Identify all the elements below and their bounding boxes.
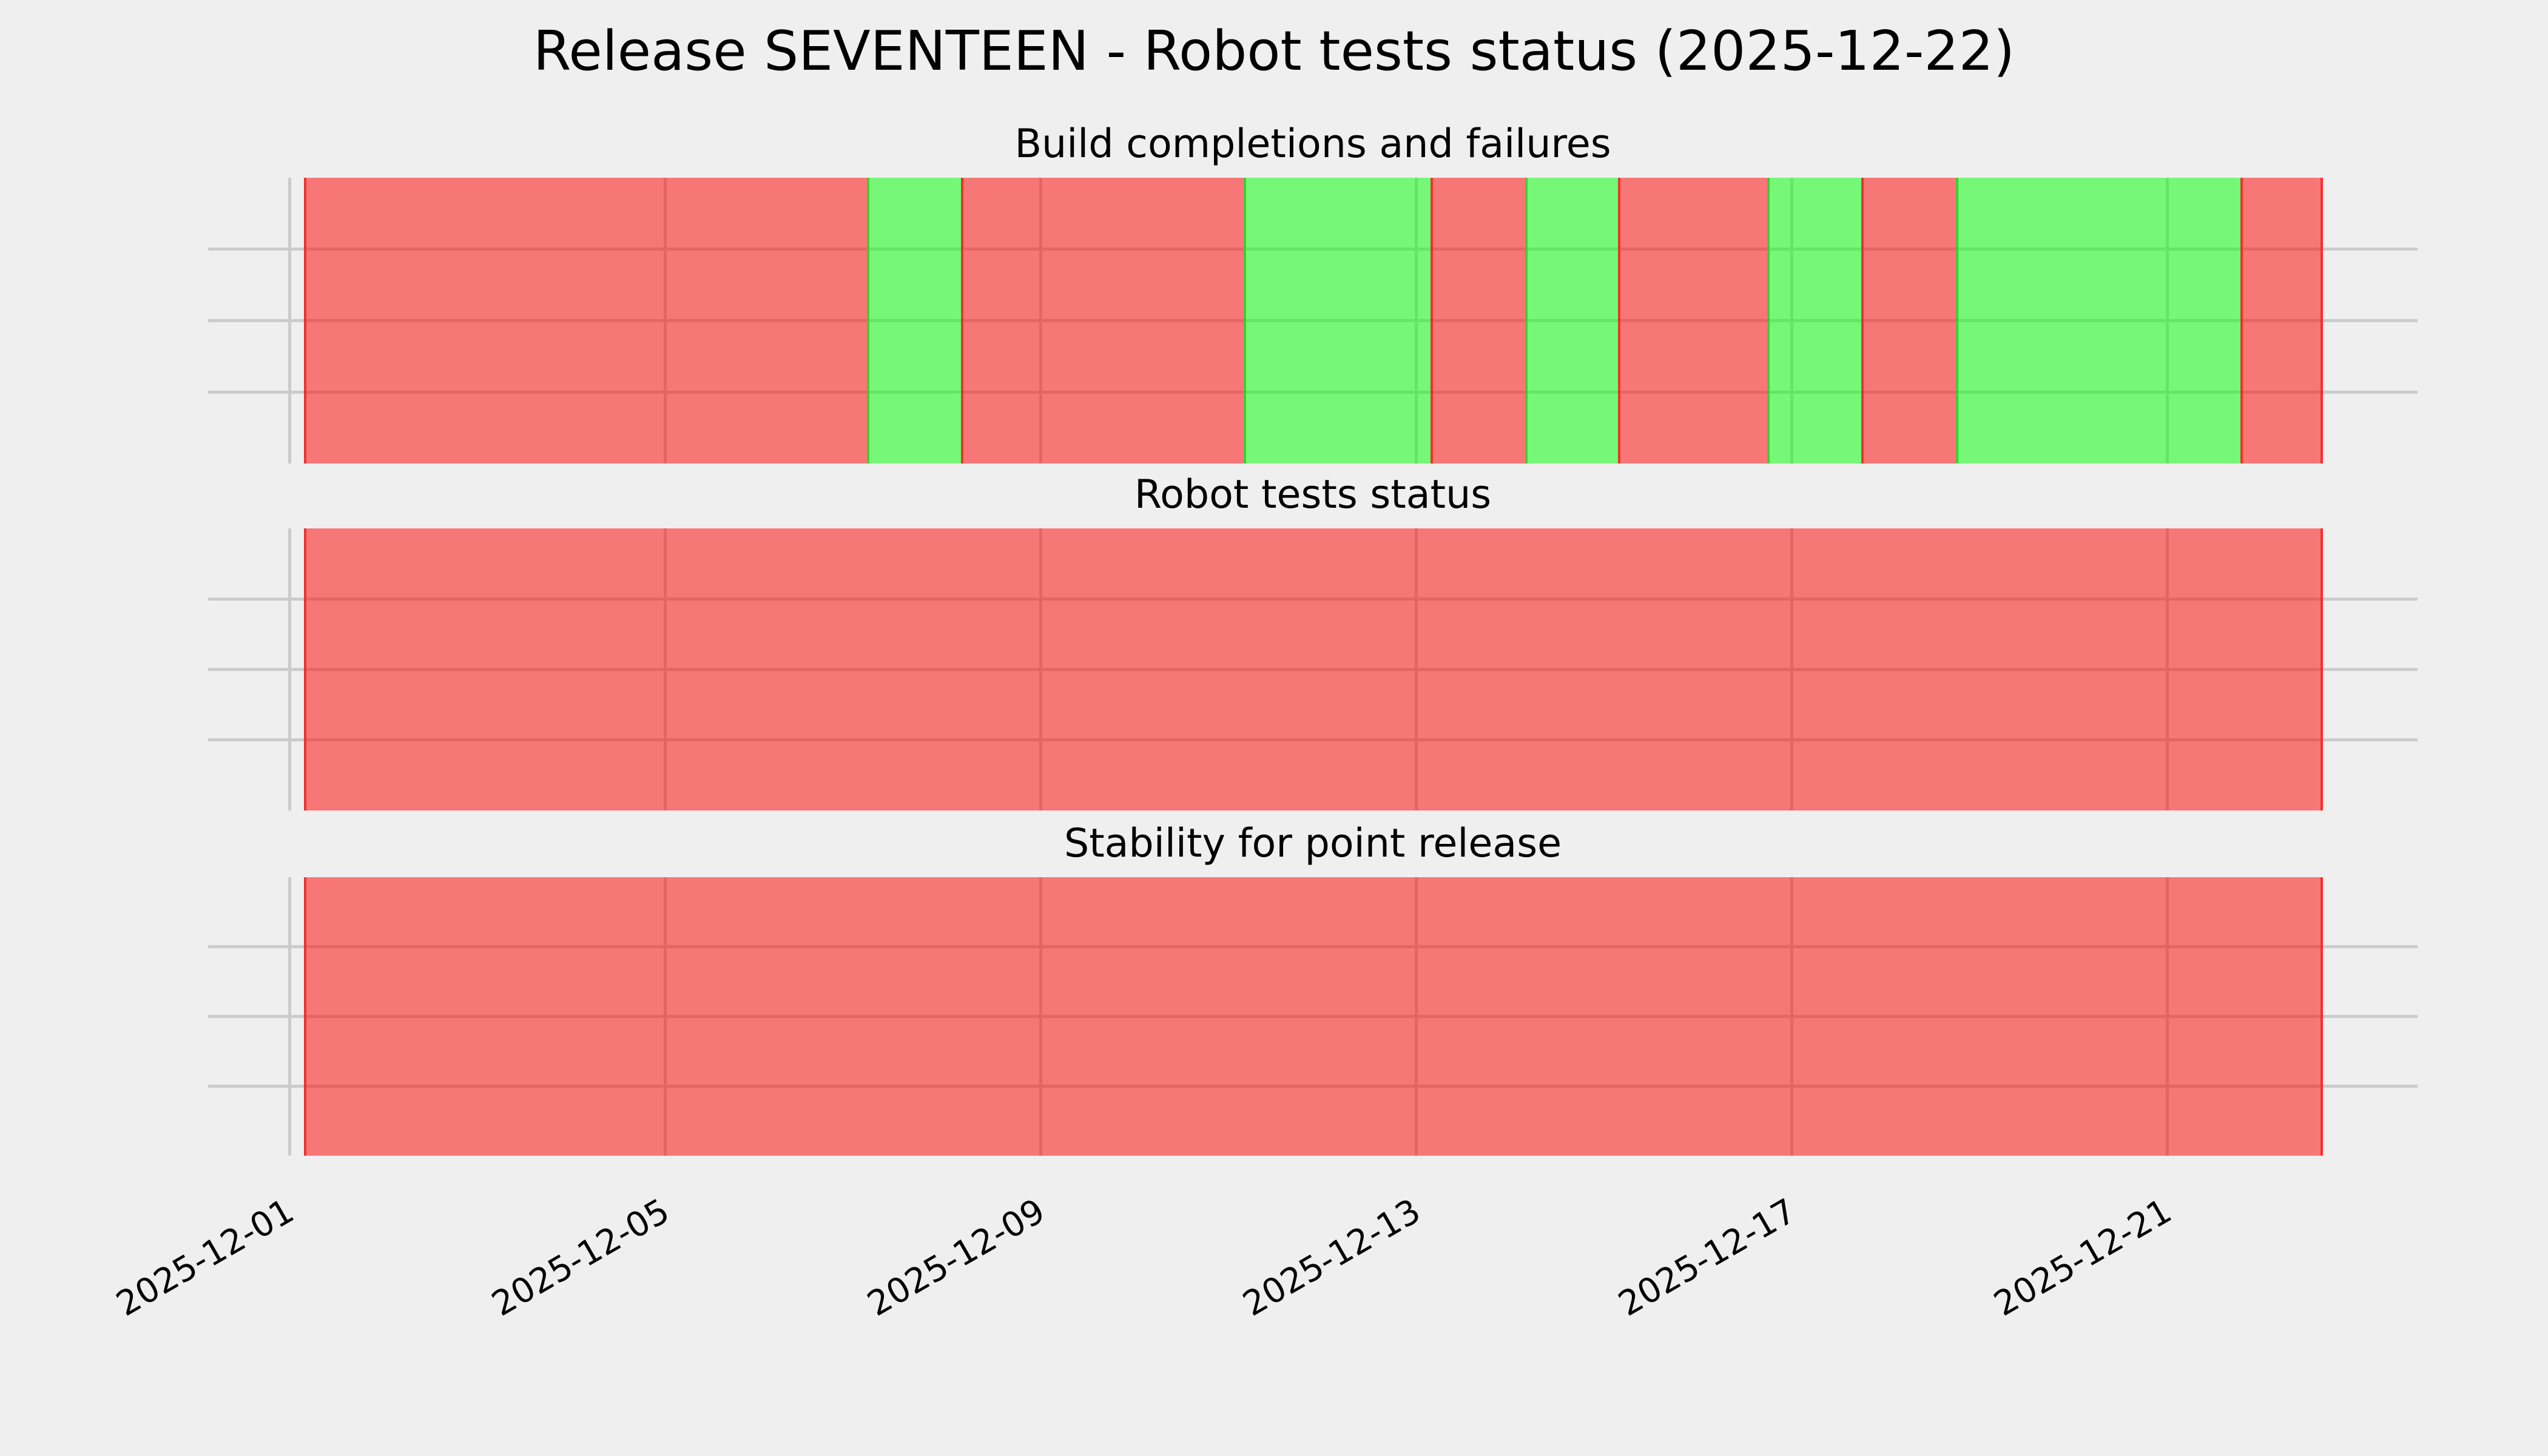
status-segment-fail [1861,178,1956,463]
main-title: Release SEVENTEEN - Robot tests status (… [533,19,2015,83]
x-tick-label: 2025-12-13 [1236,1191,1427,1324]
subplot-title: Build completions and failures [1014,121,1611,167]
status-segment-pass [1525,178,1619,463]
status-segment-pass [1956,178,2241,463]
subplot-title: Stability for point release [1063,821,1562,866]
status-segment-fail [960,178,1244,463]
status-segment-fail [1430,178,1525,463]
subplot-title: Robot tests status [1134,472,1492,517]
status-segment-fail [303,528,2324,811]
status-segment-pass [1243,178,1431,463]
x-tick-label: 2025-12-05 [485,1191,676,1324]
x-gridline [288,178,291,463]
status-segment-fail [303,877,2324,1156]
x-gridline [288,528,291,811]
status-segment-fail [2240,178,2324,463]
status-segment-fail [303,178,868,463]
x-tick-label: 2025-12-09 [861,1191,1052,1324]
x-tick-label: 2025-12-01 [110,1191,301,1324]
x-gridline [288,877,291,1156]
x-tick-label: 2025-12-17 [1612,1191,1803,1324]
x-tick-label: 2025-12-21 [1987,1191,2179,1324]
status-segment-pass [1767,178,1861,463]
status-segment-pass [867,178,961,463]
status-segment-fail [1618,178,1768,463]
